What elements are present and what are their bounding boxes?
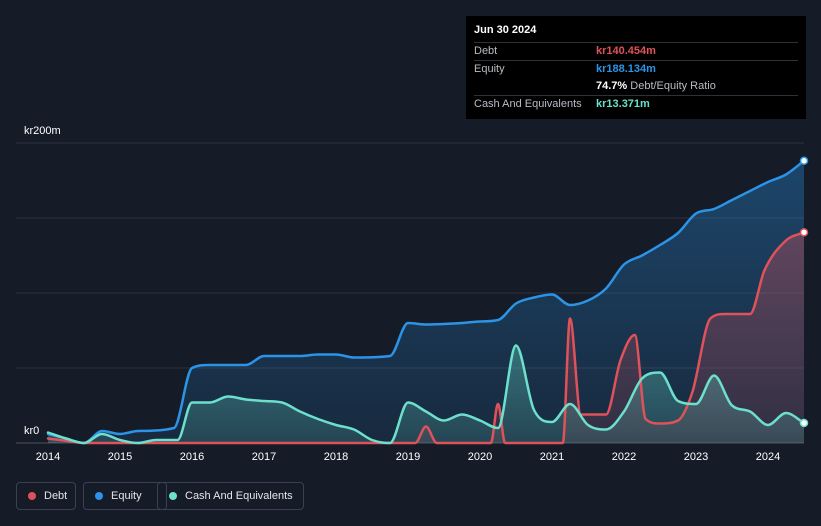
x-tick-label: 2016: [179, 451, 205, 463]
x-tick-label: 2014: [35, 451, 61, 463]
cash-dot-icon: [169, 492, 177, 500]
legend-item-cash[interactable]: Cash And Equivalents: [157, 482, 304, 510]
legend-equity-label: Equity: [111, 490, 142, 502]
equity-line: [46, 159, 806, 445]
legend-item-debt[interactable]: Debt: [16, 482, 76, 510]
end-markers: [799, 156, 809, 428]
legend-cash-label: Cash And Equivalents: [185, 490, 293, 502]
tooltip-ratio: 74.7% Debt/Equity Ratio: [596, 80, 716, 92]
legend-debt-label: Debt: [44, 490, 68, 502]
x-tick-label: 2022: [611, 451, 637, 463]
x-tick-label: 2024: [755, 451, 781, 463]
x-tick-label: 2023: [683, 451, 709, 463]
tooltip-ratio-label: Debt/Equity Ratio: [630, 80, 716, 92]
y-axis-zero-label: kr0: [24, 425, 40, 437]
debt-end-marker: [799, 228, 809, 237]
tooltip-date: Jun 30 2024: [474, 24, 537, 36]
debt-area: [48, 232, 804, 443]
cash-and-equivalents-line: [46, 344, 806, 445]
tooltip-debt-value: kr140.454m: [596, 45, 656, 57]
legend-item-equity[interactable]: Equity: [83, 482, 167, 510]
x-tick-label: 2017: [251, 451, 277, 463]
debt-dot-icon: [28, 492, 36, 500]
x-tick-label: 2015: [107, 451, 133, 463]
x-tick-label: 2018: [323, 451, 349, 463]
tooltip-equity-label: Equity: [474, 63, 505, 75]
tooltip-debt-row: Debt kr140.454m: [474, 42, 798, 60]
x-tick-label: 2019: [395, 451, 421, 463]
debt-line: [46, 231, 806, 445]
tooltip-cash-value: kr13.371m: [596, 98, 650, 110]
cash-and-equivalents-end-marker: [799, 418, 809, 428]
tooltip-panel: Jun 30 2024 Debt kr140.454m Equity kr188…: [466, 16, 806, 119]
y-axis-max-label: kr200m: [24, 125, 61, 137]
x-tick-label: 2021: [539, 451, 565, 463]
tooltip-equity-value: kr188.134m: [596, 63, 656, 75]
equity-area: [48, 160, 804, 444]
x-tick-label: 2020: [467, 451, 493, 463]
tooltip-cash-label: Cash And Equivalents: [474, 98, 582, 110]
tooltip-ratio-percent: 74.7%: [596, 80, 628, 92]
tooltip-ratio-row: 74.7% Debt/Equity Ratio: [474, 78, 798, 95]
equity-dot-icon: [95, 492, 103, 500]
equity-end-marker: [799, 156, 809, 166]
tooltip-cash-row: Cash And Equivalents kr13.371m: [474, 95, 798, 113]
series-areas: [48, 160, 804, 444]
tooltip-debt-label: Debt: [474, 45, 498, 57]
tooltip-equity-row: Equity kr188.134m: [474, 60, 798, 78]
series-lines: [46, 159, 806, 445]
cash-and-equivalents-area: [48, 345, 804, 443]
